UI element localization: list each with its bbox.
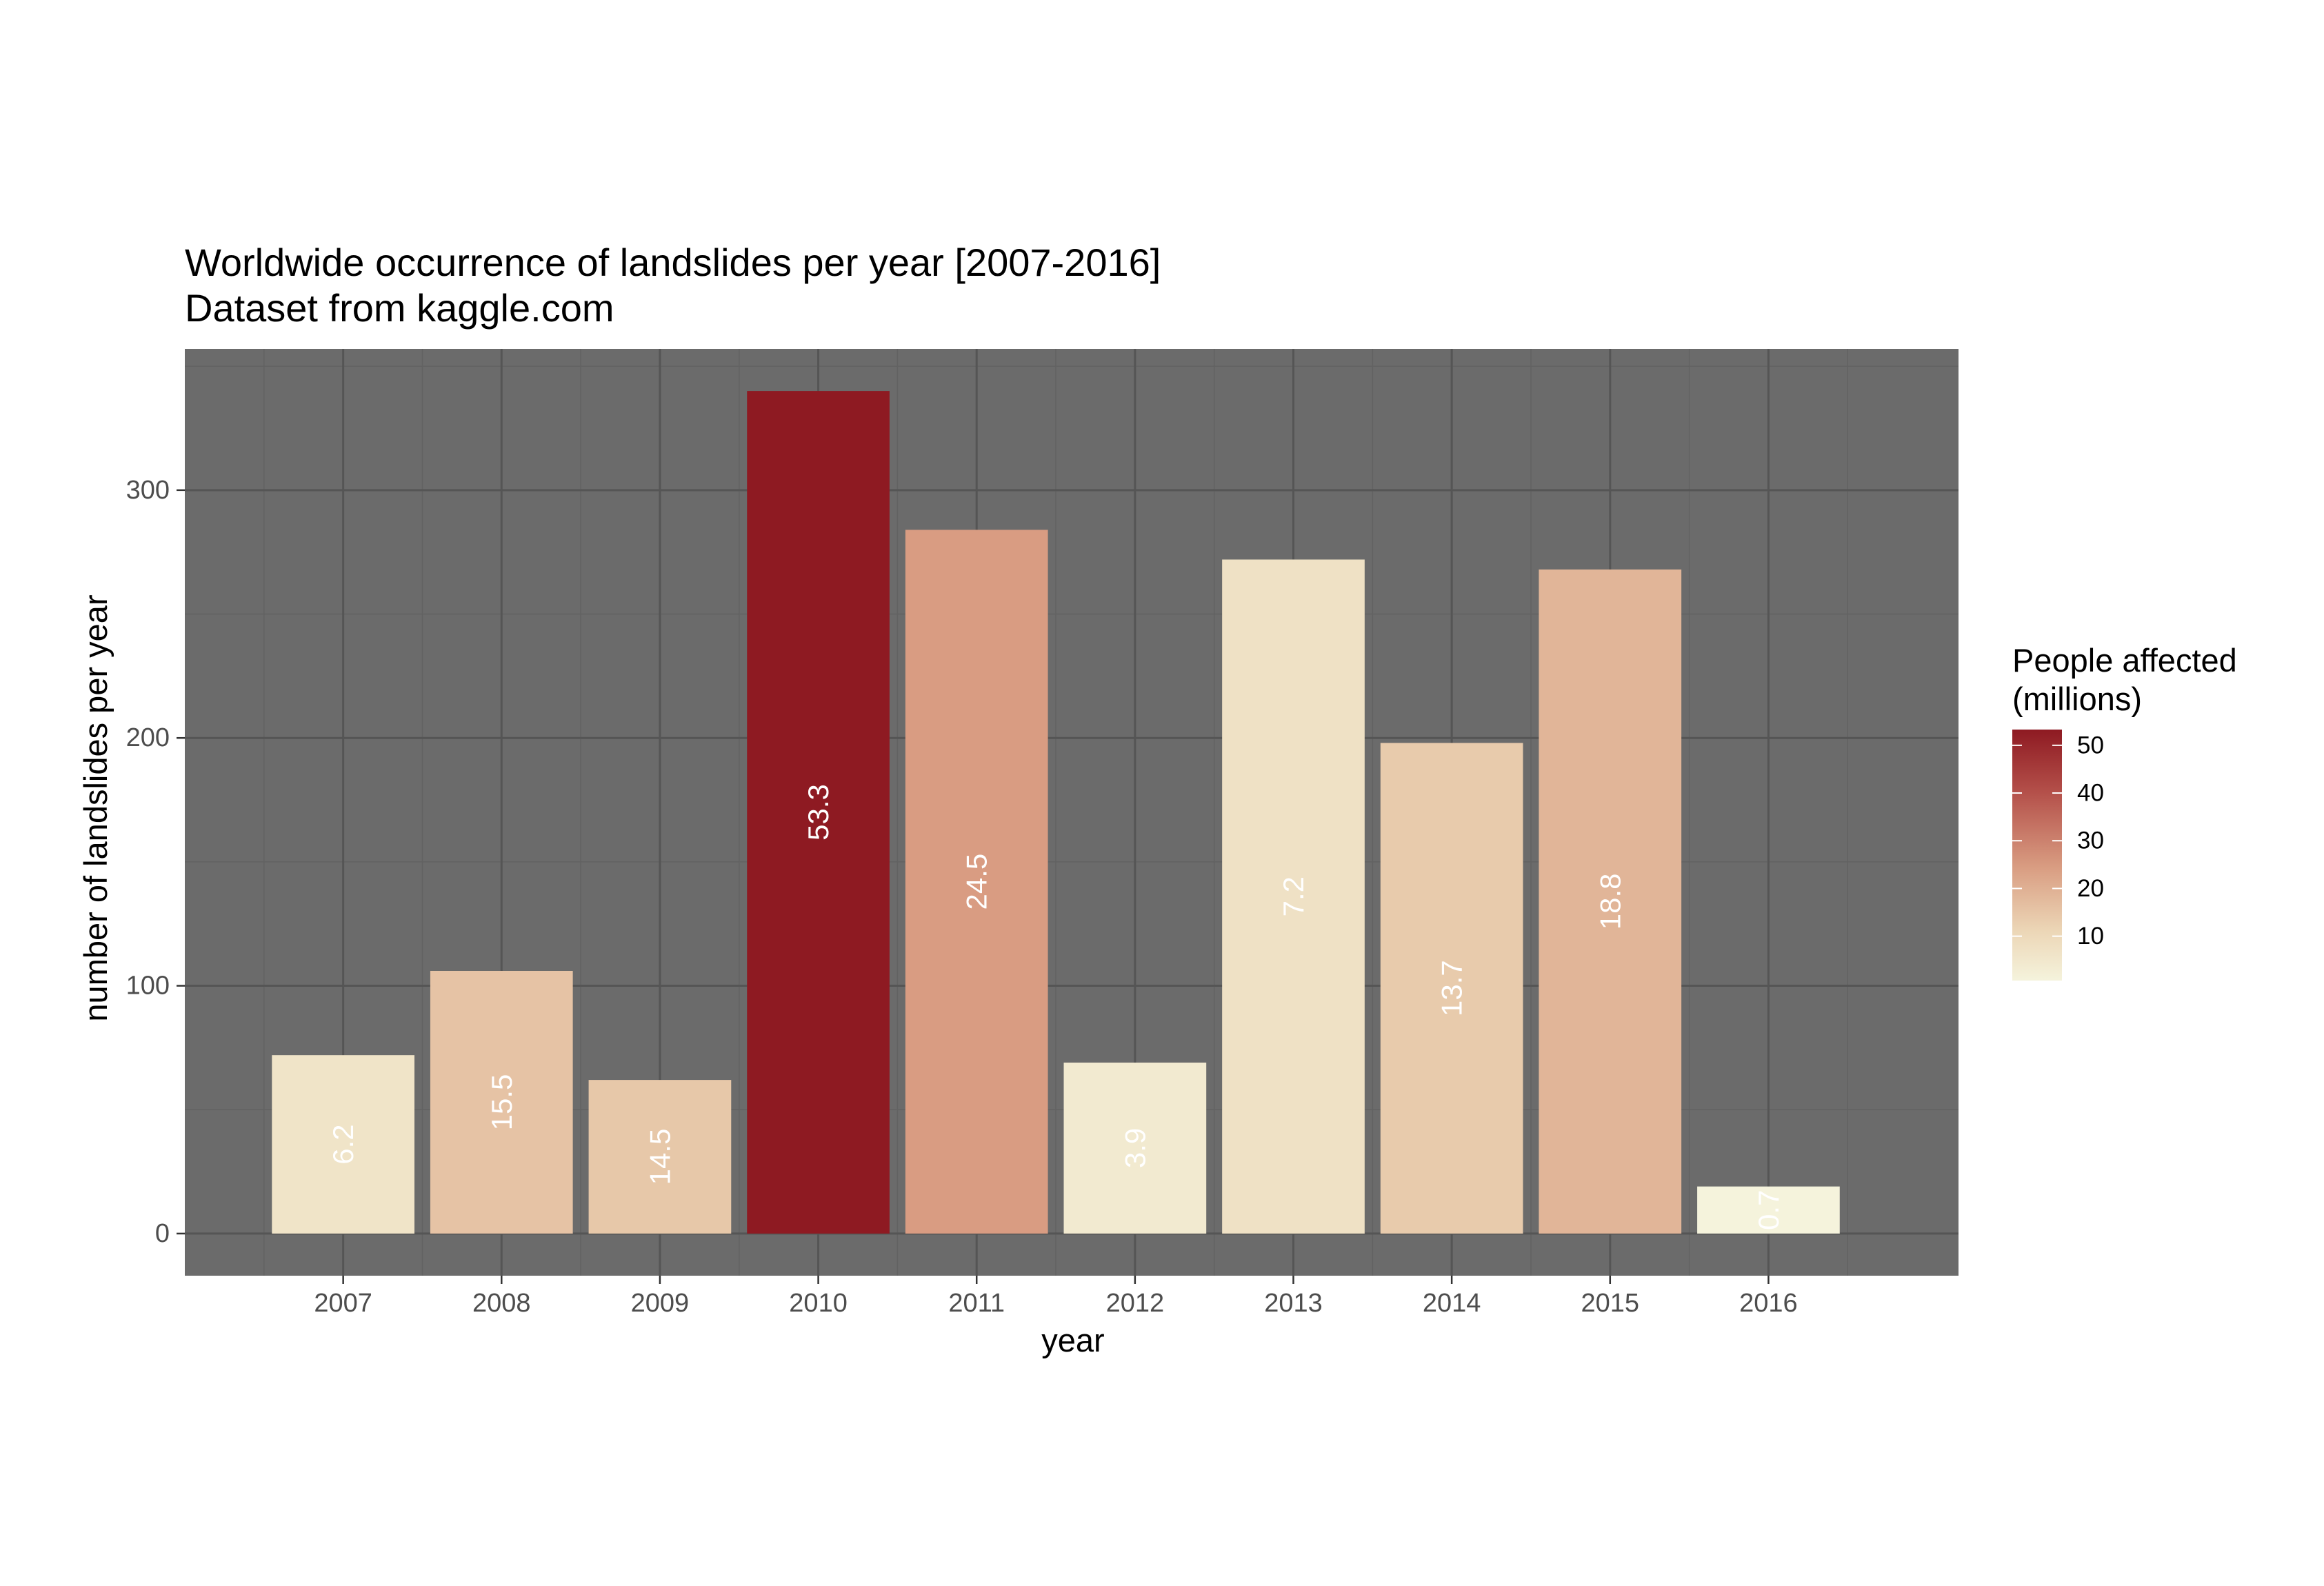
bar-2015 xyxy=(1539,569,1682,1234)
x-tick-label: 2013 xyxy=(1264,1289,1323,1318)
x-tick-label: 2010 xyxy=(789,1289,848,1318)
bar-2014 xyxy=(1380,743,1523,1234)
bar-2008 xyxy=(430,970,573,1234)
bar-label-2016: 0.7 xyxy=(1752,1190,1785,1230)
bar-2010 xyxy=(747,391,890,1234)
legend-tick-label: 10 xyxy=(2077,923,2104,950)
x-tick-label: 2009 xyxy=(631,1289,690,1318)
legend-title-line2: (millions) xyxy=(2012,681,2142,717)
bar-2007 xyxy=(272,1055,414,1234)
y-tick-label: 200 xyxy=(126,723,170,752)
y-axis: 0 100 200 300 xyxy=(126,476,185,1248)
x-tick-label: 2007 xyxy=(314,1289,372,1318)
x-axis-title: year xyxy=(1041,1322,1104,1358)
bar-label-2010: 53.3 xyxy=(802,784,834,841)
bar-label-2012: 3.9 xyxy=(1119,1128,1151,1168)
x-tick-label: 2014 xyxy=(1423,1289,1481,1318)
bar-label-2014: 13.7 xyxy=(1436,960,1468,1016)
x-tick-label: 2015 xyxy=(1581,1289,1640,1318)
legend-colorbar xyxy=(2012,730,2062,981)
x-axis: 2007 2008 2009 2010 2011 2012 2013 2014 2015 2016 xyxy=(314,1276,1798,1318)
bar-2013 xyxy=(1222,559,1365,1234)
legend-tick-label: 30 xyxy=(2077,827,2104,854)
legend-ticks: 10 20 30 40 50 xyxy=(2012,732,2104,950)
bar-2011 xyxy=(905,530,1048,1234)
chart-subtitle: Dataset from kaggle.com xyxy=(185,286,614,330)
legend-tick-label: 50 xyxy=(2077,732,2104,759)
legend-tick-label: 40 xyxy=(2077,780,2104,807)
y-tick-label: 300 xyxy=(126,476,170,505)
bar-label-2009: 14.5 xyxy=(643,1129,676,1185)
chart-title: Worldwide occurrence of landslides per y… xyxy=(185,241,1161,284)
legend-tick-label: 20 xyxy=(2077,875,2104,902)
color-legend: People affected (millions) 10 20 30 40 50 xyxy=(2012,642,2237,981)
bar-2016 xyxy=(1697,1186,1840,1234)
bar-label-2011: 24.5 xyxy=(961,854,993,910)
y-tick-label: 100 xyxy=(126,972,170,1001)
x-tick-label: 2008 xyxy=(472,1289,531,1318)
bar-labels: 6.2 15.5 14.5 53.3 24.5 3.9 7.2 13.7 18.8 0.7 xyxy=(327,784,1785,1230)
y-axis-title: number of landslides per year xyxy=(77,594,114,1021)
bar-label-2015: 18.8 xyxy=(1594,873,1626,930)
x-tick-label: 2012 xyxy=(1106,1289,1165,1318)
x-tick-label: 2011 xyxy=(948,1289,1005,1318)
y-tick-label: 0 xyxy=(155,1219,170,1248)
legend-title-line1: People affected xyxy=(2012,642,2237,679)
bar-2009 xyxy=(588,1080,732,1234)
bars xyxy=(272,391,1840,1234)
bar-label-2007: 6.2 xyxy=(327,1124,359,1164)
bar-label-2008: 15.5 xyxy=(485,1074,518,1131)
x-tick-label: 2016 xyxy=(1739,1289,1798,1318)
bar-2012 xyxy=(1063,1062,1207,1234)
bar-label-2013: 7.2 xyxy=(1277,876,1310,916)
